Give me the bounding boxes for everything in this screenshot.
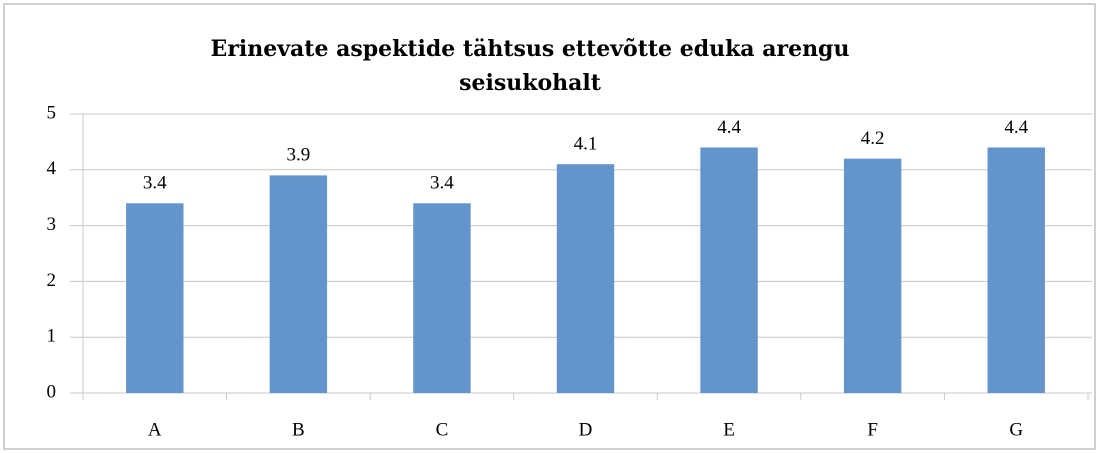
- y-tick-label: 1: [47, 326, 57, 347]
- y-tick-label: 5: [47, 102, 57, 123]
- x-tick-label: A: [148, 419, 162, 440]
- bar: [556, 164, 615, 393]
- y-tick-label: 4: [47, 158, 57, 179]
- data-label: 3.4: [143, 173, 167, 194]
- x-tick-label: B: [292, 419, 305, 440]
- data-label: 3.4: [430, 173, 454, 194]
- bar: [269, 175, 328, 393]
- bar: [700, 147, 758, 393]
- bar: [126, 203, 184, 393]
- chart-frame: [3, 3, 1096, 450]
- y-tick-label: 0: [47, 381, 57, 402]
- x-tick-label: C: [436, 419, 449, 440]
- data-label: 4.2: [861, 128, 885, 149]
- x-tick-label: E: [723, 419, 735, 440]
- x-tick-label: F: [867, 419, 878, 440]
- bar: [987, 147, 1045, 393]
- data-label: 4.1: [574, 134, 598, 155]
- bar: [413, 203, 471, 393]
- chart-title: Erinevate aspektide tähtsus ettevõtte ed…: [211, 36, 850, 62]
- y-tick-label: 2: [47, 270, 57, 291]
- chart-title: seisukohalt: [459, 70, 602, 96]
- data-label: 3.9: [286, 145, 310, 166]
- y-tick-label: 3: [47, 214, 57, 235]
- bar: [843, 158, 902, 393]
- x-tick-label: D: [579, 419, 593, 440]
- x-tick-label: G: [1009, 419, 1023, 440]
- data-label: 4.4: [717, 117, 741, 138]
- data-label: 4.4: [1004, 117, 1028, 138]
